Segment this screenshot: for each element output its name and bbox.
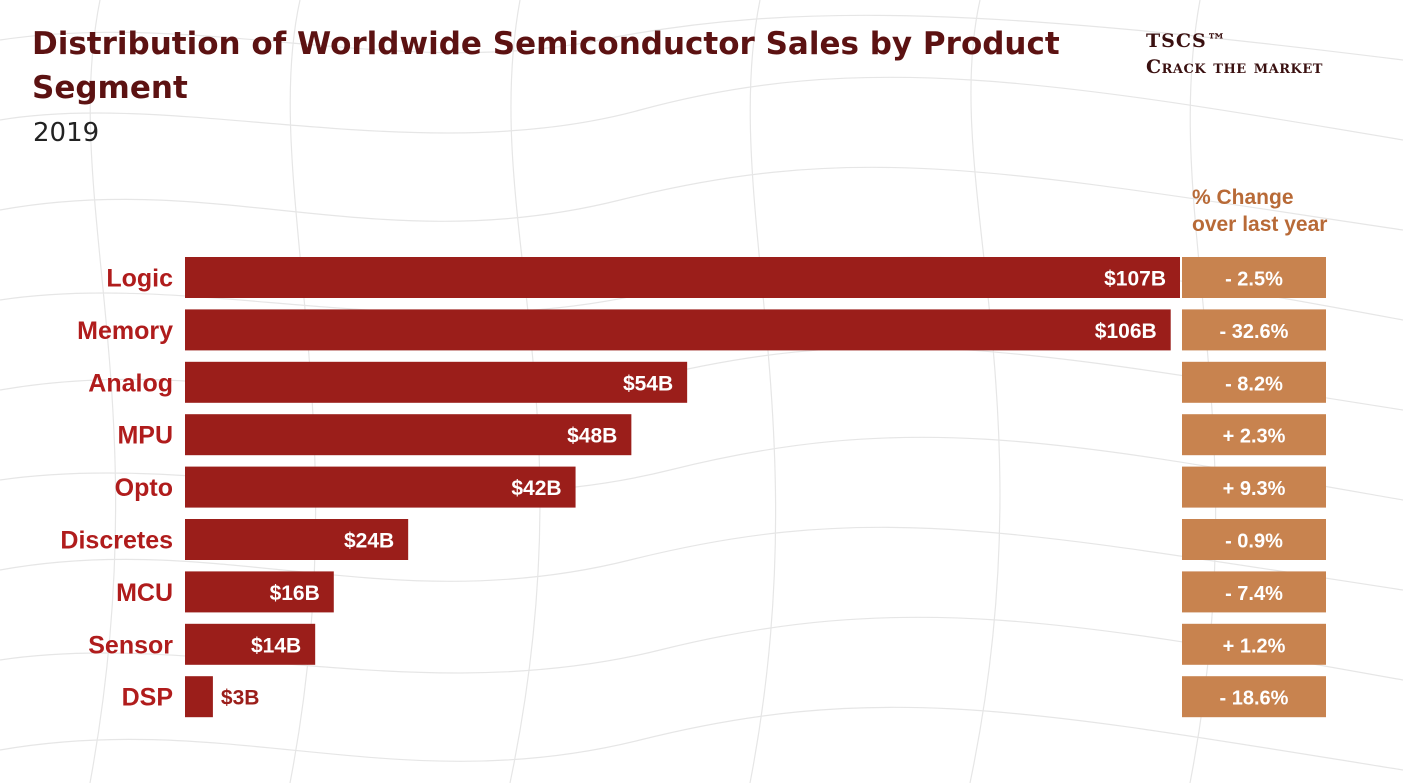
pct-change-box-memory <box>1182 309 1326 351</box>
pct-change-label-analog: - 8.2% <box>1225 373 1283 395</box>
pct-change-label-mcu: - 7.4% <box>1225 583 1283 605</box>
brand-name: TSCS™ <box>1146 30 1227 52</box>
bar-memory <box>185 309 1171 351</box>
pct-change-box-mpu <box>1182 414 1326 456</box>
category-label-analog: Analog <box>88 369 173 397</box>
bar-sensor <box>185 623 316 665</box>
category-label-memory: Memory <box>77 317 173 345</box>
category-label-logic: Logic <box>106 265 173 293</box>
bar-dsp <box>185 676 213 718</box>
chart-subtitle: 2019 <box>33 118 100 148</box>
pct-change-box-logic <box>1182 257 1326 298</box>
pct-change-label-mpu: + 2.3% <box>1223 426 1286 448</box>
pct-change-label-dsp: - 18.6% <box>1220 688 1289 710</box>
bar-analog <box>185 361 688 403</box>
pct-change-label-memory: - 32.6% <box>1220 321 1289 343</box>
bar-discretes <box>185 519 409 560</box>
pct-change-label-opto: + 9.3% <box>1223 478 1286 500</box>
category-label-mcu: MCU <box>116 579 173 607</box>
value-label-logic: $107B <box>1104 268 1166 291</box>
pct-change-box-analog <box>1182 361 1326 403</box>
value-label-sensor: $14B <box>251 634 301 657</box>
pct-change-box-discretes <box>1182 519 1326 560</box>
bar-mcu <box>185 571 334 613</box>
category-label-dsp: DSP <box>122 684 173 712</box>
bar-logic <box>185 257 1180 298</box>
pct-change-header-line2: over last year <box>1192 213 1328 236</box>
value-label-mcu: $16B <box>270 582 320 605</box>
category-label-opto: Opto <box>115 474 173 502</box>
pct-change-header-line1: % Change <box>1192 186 1294 209</box>
pct-change-label-sensor: + 1.2% <box>1223 635 1286 657</box>
value-label-memory: $106B <box>1095 320 1157 343</box>
value-label-analog: $54B <box>623 372 673 395</box>
pct-change-label-logic: - 2.5% <box>1225 269 1283 291</box>
pct-change-header: % Change over last year <box>1192 184 1352 238</box>
brand-logo: TSCS™ Crack the market <box>1146 30 1396 78</box>
category-label-sensor: Sensor <box>88 631 173 659</box>
category-label-discretes: Discretes <box>60 527 173 555</box>
value-label-dsp: $3B <box>221 687 260 710</box>
pct-change-box-opto <box>1182 466 1326 508</box>
chart-title: Distribution of Worldwide Semiconductor … <box>32 26 1060 106</box>
bar-opto <box>185 466 576 508</box>
value-label-opto: $42B <box>511 477 561 500</box>
pct-change-box-dsp <box>1182 676 1326 718</box>
bar-mpu <box>185 414 632 456</box>
brand-tagline: Crack the market <box>1146 56 1323 78</box>
pct-change-box-mcu <box>1182 571 1326 613</box>
value-label-discretes: $24B <box>344 530 394 553</box>
pct-change-box-sensor <box>1182 623 1326 665</box>
value-label-mpu: $48B <box>567 425 617 448</box>
pct-change-label-discretes: - 0.9% <box>1225 531 1283 553</box>
category-label-mpu: MPU <box>117 422 173 450</box>
